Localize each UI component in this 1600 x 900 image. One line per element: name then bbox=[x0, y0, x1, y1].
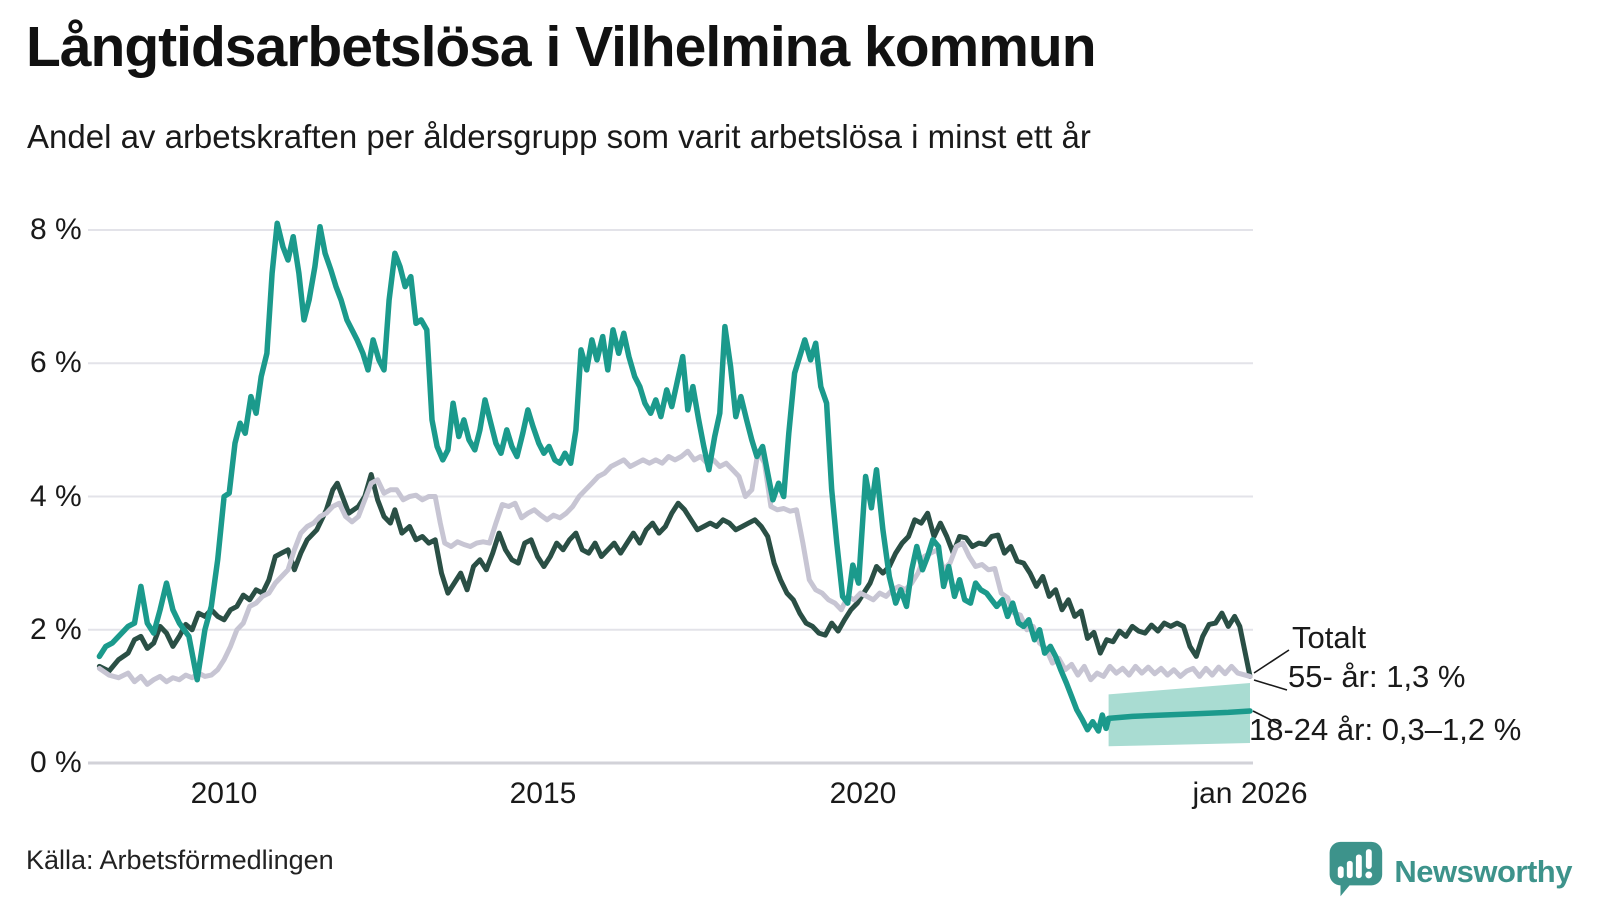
x-axis-tick: jan 2026 bbox=[1192, 777, 1308, 810]
annotation-leader-line bbox=[1253, 649, 1290, 674]
series-label-18-24: 18-24 år: 0,3–1,2 % bbox=[1249, 712, 1522, 747]
annotation-leader-line bbox=[1253, 679, 1288, 691]
y-axis-tick: 2 % bbox=[30, 613, 82, 646]
series-label-totalt: Totalt bbox=[1292, 620, 1367, 655]
newsworthy-bubble-icon bbox=[1326, 840, 1384, 900]
newsworthy-logo: Newsworthy bbox=[1326, 840, 1572, 900]
x-axis-tick: 2015 bbox=[509, 777, 577, 810]
series-line-18-24 år bbox=[96, 220, 1253, 734]
newsworthy-wordmark: Newsworthy bbox=[1394, 853, 1572, 889]
chart-subtitle: Andel av arbetskraften per åldersgrupp s… bbox=[27, 118, 1091, 155]
series-line-Totalt bbox=[96, 472, 1253, 679]
source-note: Källa: Arbetsförmedlingen bbox=[26, 845, 334, 875]
annotation-leader-line bbox=[1252, 710, 1280, 725]
page-title: Långtidsarbetslösa i Vilhelmina kommun bbox=[26, 15, 1097, 79]
series-label-55: 55- år: 1,3 % bbox=[1288, 659, 1466, 694]
y-axis-tick: 0 % bbox=[30, 746, 82, 779]
y-axis-tick: 4 % bbox=[30, 480, 82, 513]
y-axis-tick: 8 % bbox=[30, 213, 82, 246]
x-axis-tick: 2020 bbox=[829, 777, 897, 810]
x-axis-tick: 2010 bbox=[190, 777, 258, 810]
y-axis-tick: 6 % bbox=[30, 346, 82, 379]
series-line-55- år bbox=[96, 448, 1253, 687]
